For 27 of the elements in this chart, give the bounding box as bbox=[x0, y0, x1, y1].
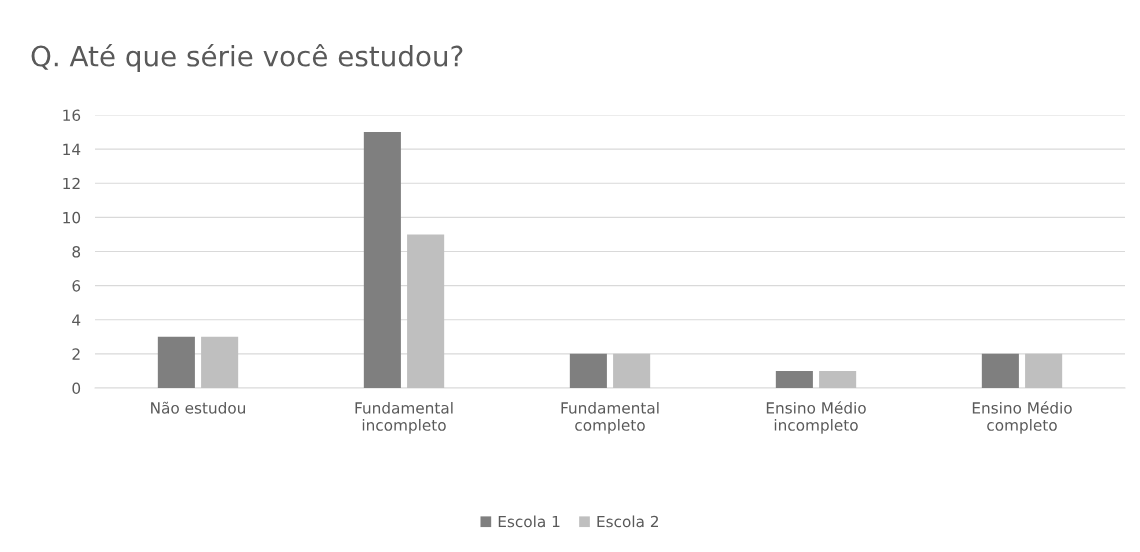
bar bbox=[363, 132, 401, 388]
y-tick-label: 16 bbox=[63, 109, 81, 122]
bar bbox=[1025, 353, 1063, 388]
bar bbox=[569, 353, 607, 388]
bar bbox=[157, 336, 195, 388]
bar bbox=[407, 234, 445, 388]
bar bbox=[981, 353, 1019, 388]
y-tick-label: 6 bbox=[72, 280, 81, 292]
x-tick-label: Ensino Médio completo bbox=[972, 401, 1072, 434]
x-tick-label: Ensino Médio incompleto bbox=[766, 401, 866, 434]
y-tick-label: 8 bbox=[72, 245, 81, 258]
y-tick-label: 14 bbox=[63, 143, 81, 155]
y-tick-label: 2 bbox=[72, 348, 80, 360]
y-tick-label: 4 bbox=[72, 314, 81, 326]
chart-title: Q. Até que série você estudou? bbox=[31, 44, 463, 72]
y-tick-label: 0 bbox=[72, 382, 81, 395]
legend-label: Escola 2 bbox=[597, 515, 658, 528]
x-tick-label: Fundamental incompleto bbox=[355, 401, 453, 434]
bar bbox=[613, 353, 651, 388]
x-tick-label: Fundamental completo bbox=[561, 401, 659, 434]
bar bbox=[201, 336, 239, 388]
x-tick-label: Não estudou bbox=[151, 401, 245, 414]
legend-label: Escola 1 bbox=[498, 515, 560, 528]
y-tick-label: 12 bbox=[63, 177, 80, 190]
bar bbox=[775, 370, 813, 388]
y-tick-label: 10 bbox=[63, 211, 81, 224]
bar bbox=[819, 370, 857, 388]
